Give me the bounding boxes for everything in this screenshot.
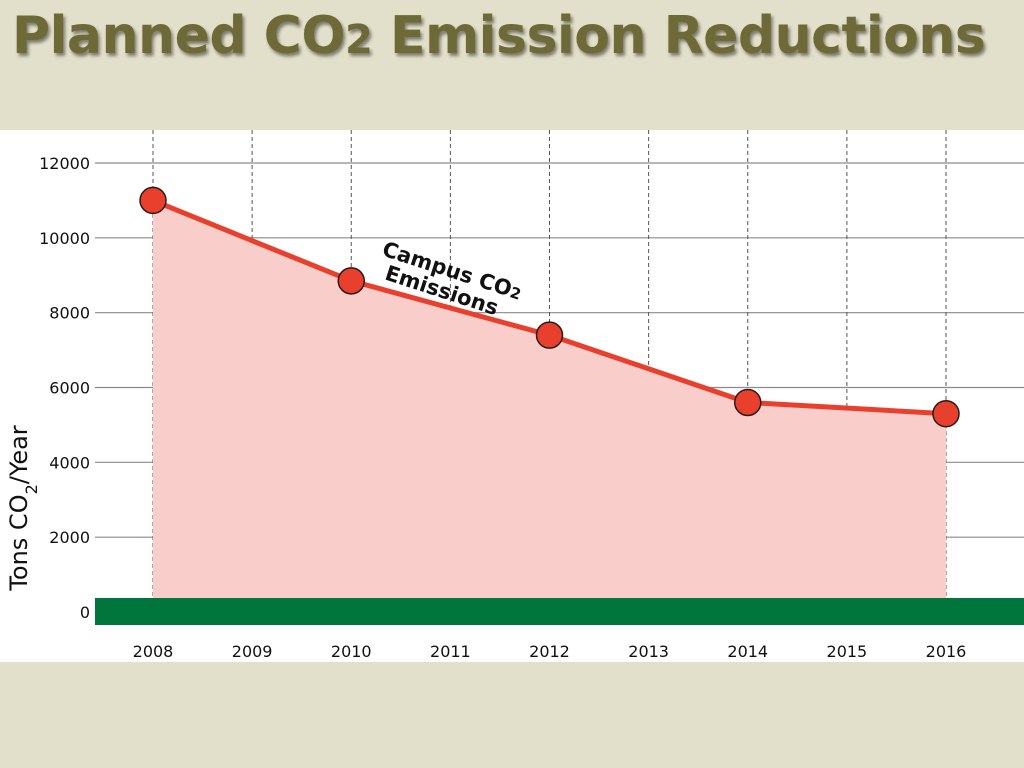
y-axis-label-part2: /Year	[5, 425, 33, 484]
data-point-2014	[734, 388, 762, 417]
y-tick-label-8000: 8000	[49, 304, 90, 323]
title-band: Planned CO2 Emission Reductions	[0, 0, 1024, 130]
x-tick-label-2014: 2014	[727, 642, 768, 661]
chart-panel: 0 2000 4000 6000 8000 10000 12000 2008 2009 2010…	[0, 130, 1024, 662]
emissions-area-fill	[153, 200, 946, 612]
slide-title: Planned CO2 Emission Reductions	[12, 6, 986, 66]
y-tick-label-0: 0	[80, 603, 90, 622]
data-point-2010	[337, 267, 365, 295]
x-axis-tick-labels: 2008 2009 2010 2011 2012 2013 2014 2015 2016	[133, 642, 967, 661]
slide-title-part1: Planned CO	[12, 6, 346, 66]
slide-title-subscript: 2	[345, 17, 373, 63]
y-tick-label-10000: 10000	[39, 229, 90, 248]
data-point-2012	[535, 321, 564, 349]
x-tick-label-2016: 2016	[926, 642, 967, 661]
x-tick-label-2009: 2009	[232, 642, 273, 661]
y-axis-label-part1: Tons CO	[5, 494, 33, 591]
slide-title-part2: Emission Reductions	[372, 6, 986, 66]
y-axis-label: Tons CO2/Year	[5, 425, 41, 591]
x-tick-label-2013: 2013	[628, 642, 669, 661]
y-tick-label-6000: 6000	[49, 379, 90, 398]
data-point-2008	[139, 186, 167, 215]
x-tick-label-2010: 2010	[331, 642, 372, 661]
y-axis-tick-labels: 0 2000 4000 6000 8000 10000 12000	[39, 154, 90, 622]
baseline-bar	[95, 598, 1024, 625]
data-markers	[139, 186, 960, 428]
y-tick-label-2000: 2000	[49, 528, 90, 547]
data-point-2016	[932, 399, 960, 428]
y-tick-label-4000: 4000	[49, 453, 90, 472]
y-axis-label-subscript: 2	[22, 484, 41, 494]
x-tick-label-2008: 2008	[133, 642, 174, 661]
x-tick-label-2015: 2015	[827, 642, 868, 661]
emissions-chart: 0 2000 4000 6000 8000 10000 12000 2008 2009 2010…	[5, 130, 1024, 661]
x-tick-label-2011: 2011	[430, 642, 471, 661]
footer-band	[0, 662, 1024, 768]
y-tick-label-12000: 12000	[39, 154, 90, 173]
x-tick-label-2012: 2012	[529, 642, 570, 661]
